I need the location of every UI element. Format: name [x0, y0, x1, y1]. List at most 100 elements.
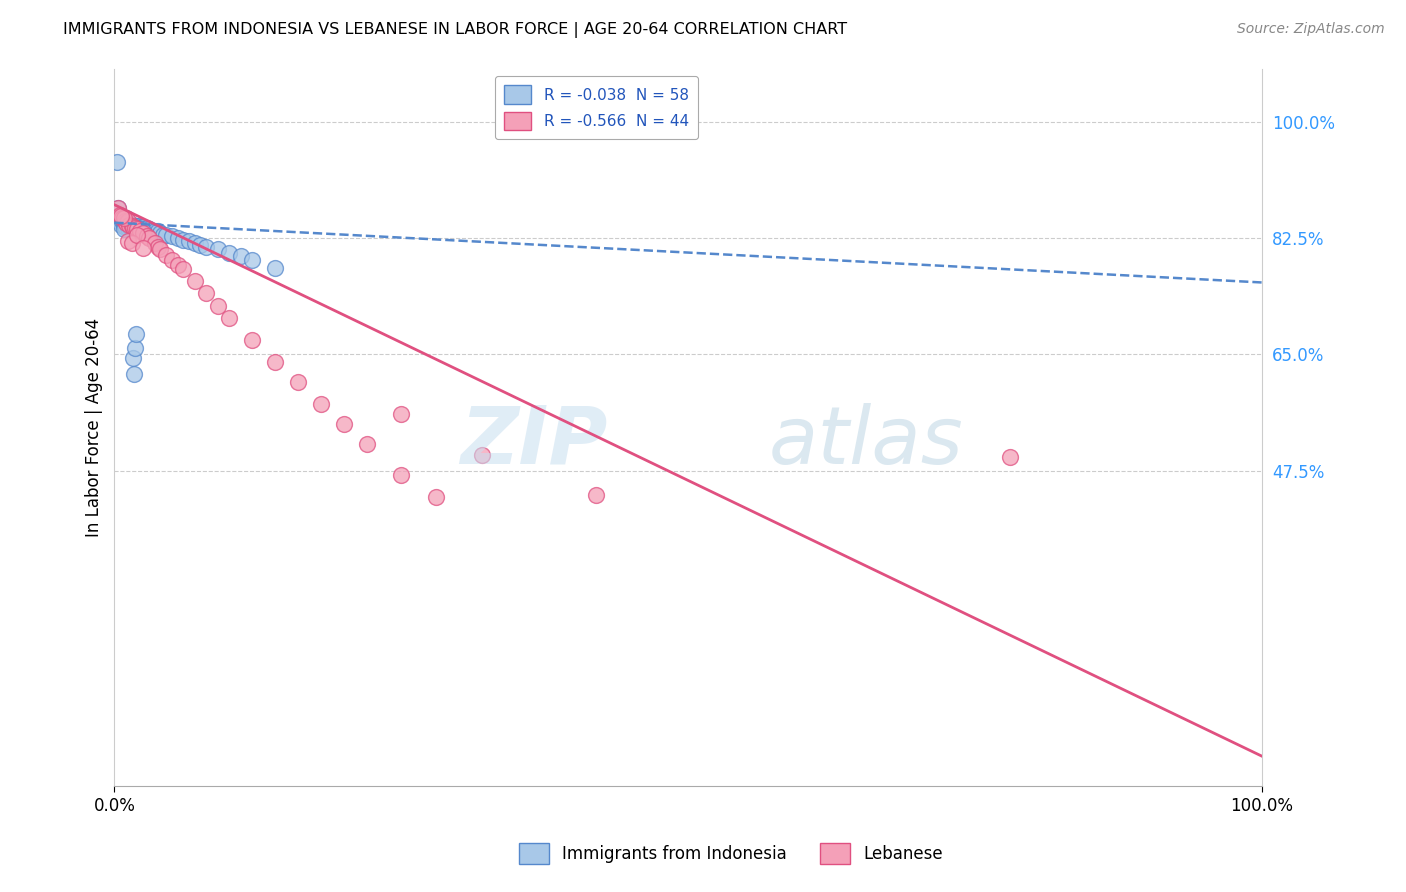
Point	[128, 221, 150, 235]
Point	[108, 211, 131, 225]
Point	[125, 219, 148, 233]
Point	[135, 221, 157, 235]
Point	[124, 221, 146, 235]
Legend: R = -0.038  N = 58, R = -0.566  N = 44: R = -0.038 N = 58, R = -0.566 N = 44	[495, 76, 697, 139]
Point	[172, 233, 194, 247]
Point	[108, 214, 131, 228]
Point	[132, 224, 155, 238]
Point	[195, 239, 218, 253]
Point	[118, 218, 141, 232]
Point	[117, 221, 139, 235]
Point	[135, 229, 157, 244]
Point	[287, 375, 309, 389]
Point	[121, 219, 143, 233]
Point	[124, 221, 146, 235]
Point	[132, 241, 155, 255]
Point	[112, 211, 135, 225]
Text: Source: ZipAtlas.com: Source: ZipAtlas.com	[1237, 22, 1385, 37]
Point	[356, 437, 378, 451]
Point	[121, 218, 143, 232]
Point	[172, 262, 194, 277]
Point	[108, 208, 131, 222]
Point	[110, 209, 132, 223]
Point	[155, 247, 177, 261]
Point	[152, 227, 174, 242]
Y-axis label: In Labor Force | Age 20-64: In Labor Force | Age 20-64	[86, 318, 103, 537]
Point	[127, 227, 149, 242]
Point	[122, 367, 145, 381]
Point	[112, 222, 135, 236]
Point	[114, 219, 136, 233]
Point	[143, 224, 166, 238]
Point	[240, 333, 263, 347]
Point	[146, 239, 169, 253]
Point	[149, 226, 172, 240]
Point	[111, 211, 134, 225]
Point	[127, 222, 149, 236]
Point	[124, 341, 146, 355]
Point	[166, 231, 188, 245]
Point	[117, 218, 139, 232]
Point	[118, 219, 141, 233]
Point	[389, 407, 412, 421]
Point	[207, 242, 229, 256]
Point	[240, 252, 263, 267]
Point	[998, 450, 1021, 465]
Point	[264, 260, 287, 275]
Point	[127, 221, 149, 235]
Point	[149, 242, 172, 256]
Point	[120, 219, 142, 234]
Point	[112, 216, 135, 230]
Point	[132, 227, 155, 241]
Point	[138, 222, 160, 236]
Point	[229, 249, 252, 263]
Point	[585, 488, 607, 502]
Point	[121, 235, 143, 250]
Point	[110, 218, 132, 232]
Point	[143, 235, 166, 250]
Point	[118, 218, 141, 232]
Point	[121, 219, 143, 234]
Point	[120, 219, 142, 233]
Point	[160, 229, 183, 244]
Point	[121, 221, 143, 235]
Point	[115, 218, 138, 232]
Point	[190, 237, 212, 252]
Point	[115, 221, 138, 235]
Point	[114, 214, 136, 228]
Point	[117, 214, 139, 228]
Text: IMMIGRANTS FROM INDONESIA VS LEBANESE IN LABOR FORCE | AGE 20-64 CORRELATION CHA: IMMIGRANTS FROM INDONESIA VS LEBANESE IN…	[63, 22, 848, 38]
Point	[121, 351, 143, 365]
Point	[218, 246, 240, 260]
Point	[166, 258, 188, 272]
Point	[132, 219, 155, 234]
Legend: Immigrants from Indonesia, Lebanese: Immigrants from Indonesia, Lebanese	[512, 837, 950, 871]
Point	[112, 218, 135, 232]
Point	[122, 219, 145, 233]
Point	[105, 154, 128, 169]
Point	[264, 355, 287, 369]
Point	[138, 231, 160, 245]
Text: ZIP: ZIP	[461, 402, 607, 481]
Point	[155, 227, 177, 242]
Point	[107, 201, 129, 215]
Point	[139, 224, 162, 238]
Point	[471, 448, 494, 462]
Point	[146, 224, 169, 238]
Point	[184, 235, 207, 250]
Point	[333, 417, 356, 431]
Point	[128, 224, 150, 238]
Point	[160, 252, 183, 267]
Point	[134, 222, 156, 236]
Point	[115, 211, 138, 225]
Point	[389, 468, 412, 483]
Point	[207, 299, 229, 313]
Point	[218, 310, 240, 325]
Point	[125, 327, 148, 342]
Point	[127, 219, 149, 234]
Point	[195, 286, 218, 301]
Point	[115, 216, 138, 230]
Point	[309, 397, 332, 411]
Point	[184, 274, 207, 288]
Point	[129, 219, 152, 234]
